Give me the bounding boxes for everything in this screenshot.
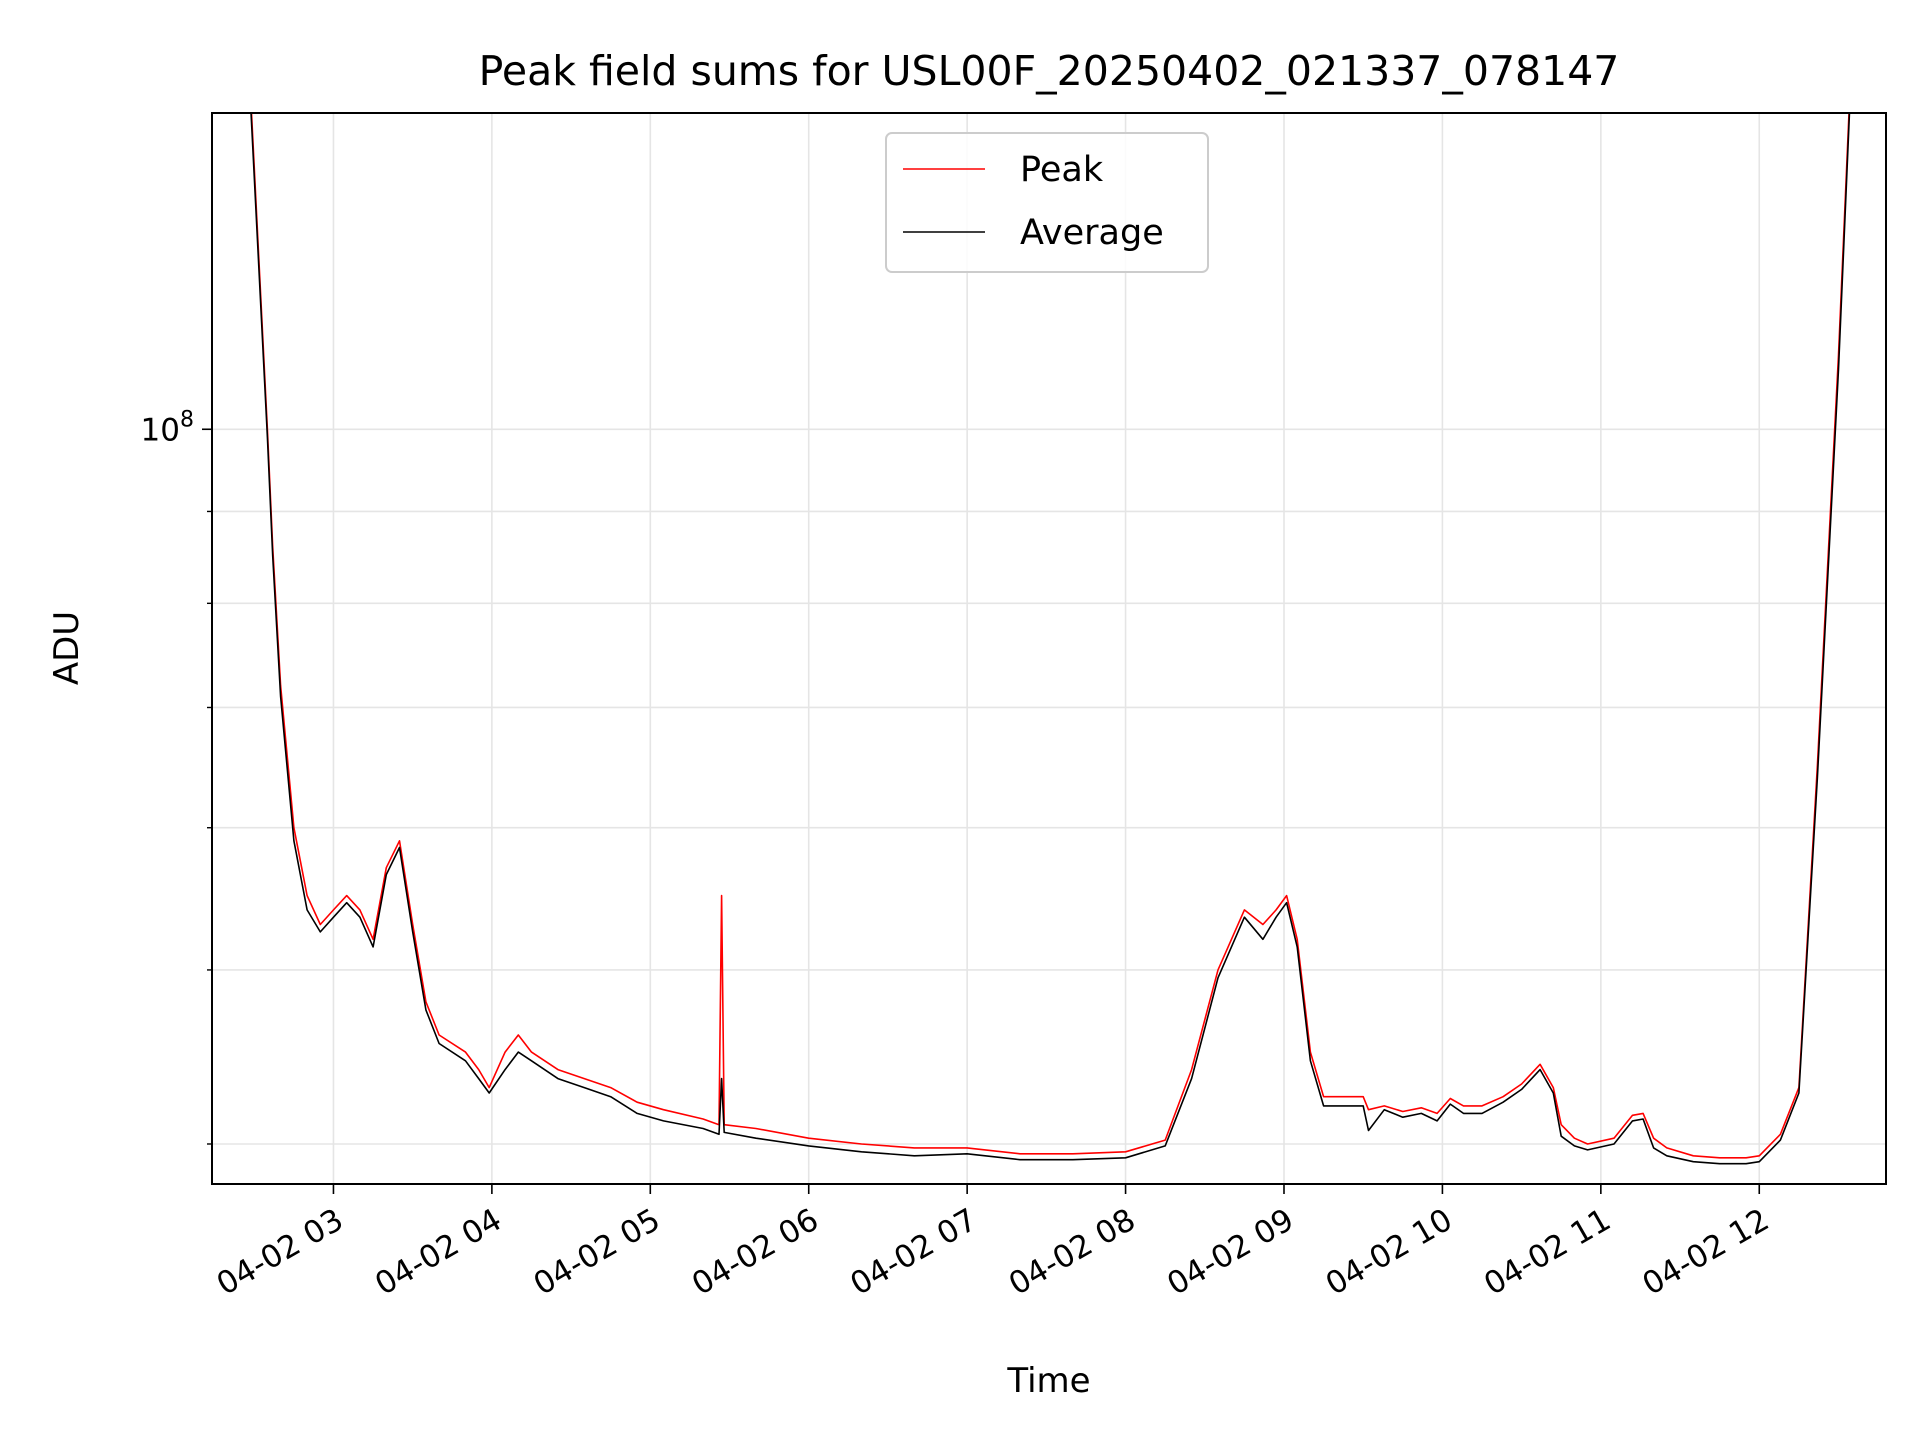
plot-frame (211, 112, 1887, 1185)
x-axis-label: Time (1006, 1361, 1090, 1401)
chart-title: Peak field sums for USL00F_20250402_0213… (479, 47, 1620, 95)
legend-label-average: Average (1020, 213, 1164, 253)
legend-box (885, 132, 1209, 273)
series-lines (250, 113, 1851, 1165)
series-line-average (250, 113, 1851, 1165)
legend-label-peak: Peak (1020, 150, 1104, 190)
series-line-peak (250, 113, 1850, 1159)
y-tick-label: 108 (141, 407, 194, 448)
y-axis-label: ADU (47, 611, 87, 685)
y-axis-ticks: 108 (141, 407, 212, 1145)
grid (212, 113, 1886, 1184)
legend: Peak Average (885, 132, 1209, 273)
